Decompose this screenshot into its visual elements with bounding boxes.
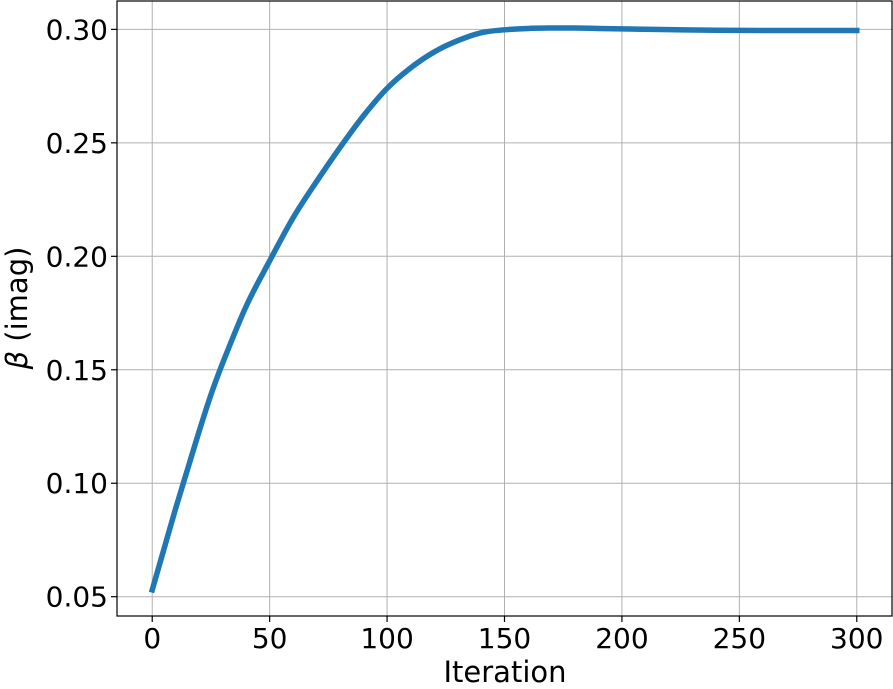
x-axis-label: Iteration [443, 655, 566, 689]
x-tick-label: 250 [713, 622, 766, 655]
y-tick-label: 0.10 [46, 467, 108, 500]
y-axis: 0.05 0.10 0.15 0.20 0.25 0.30 [46, 13, 117, 614]
y-tick-label: 0.30 [46, 13, 108, 46]
y-tick-label: 0.15 [46, 354, 108, 387]
x-tick-label: 100 [360, 622, 413, 655]
y-axis-label-symbol: β [0, 351, 34, 371]
x-tick-label: 300 [830, 622, 883, 655]
x-tick-label: 0 [143, 622, 161, 655]
series-layer [148, 25, 860, 594]
y-axis-label: β (imag) [0, 247, 34, 371]
x-tick-label: 200 [595, 622, 648, 655]
grid-lines [117, 1, 892, 616]
y-tick-label: 0.20 [46, 240, 108, 273]
y-axis-label-text: (imag) [0, 247, 34, 351]
x-tick-label: 150 [478, 622, 531, 655]
y-tick-label: 0.25 [46, 127, 108, 160]
x-axis: 0 50 100 150 200 250 300 [143, 616, 883, 655]
x-tick-label: 50 [252, 622, 288, 655]
series-line [148, 25, 860, 594]
y-tick-label: 0.05 [46, 581, 108, 614]
